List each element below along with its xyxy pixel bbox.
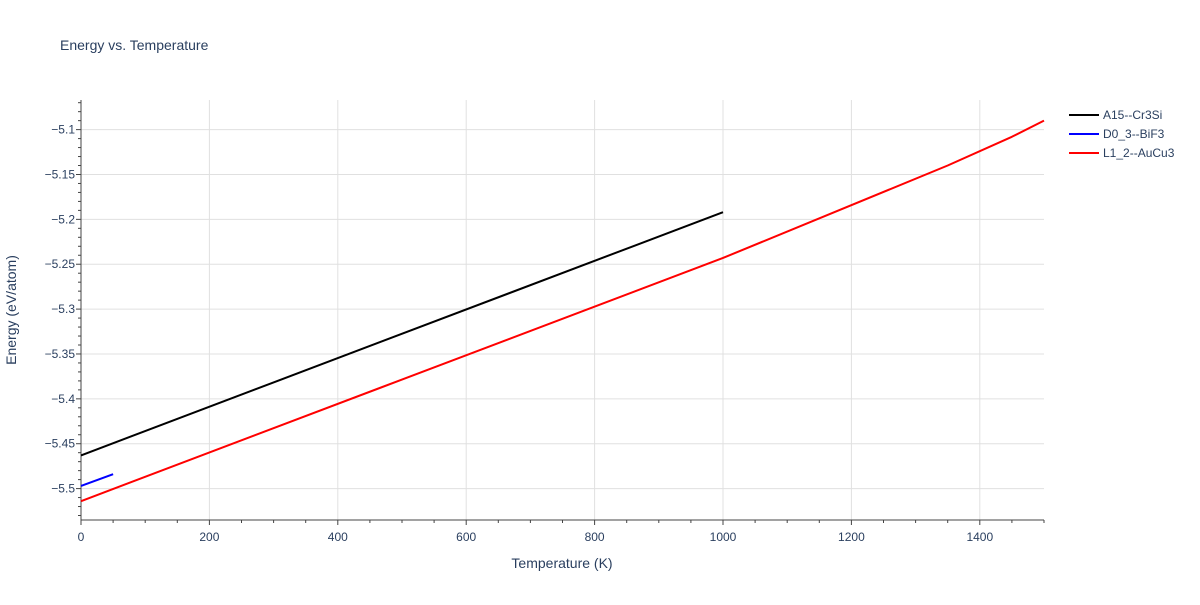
x-tick-label: 600 [456,530,476,544]
series-line-a15-cr3si [80,211,724,457]
axes: 0 200 400 600 800 1000 1200 1400 −5.1 −5.15 −5.2 −5… [45,100,1045,544]
y-tick-label: −5.1 [51,123,75,137]
y-tick-label: −5.35 [45,347,76,361]
legend-label-a15-cr3si: A15--Cr3Si [1103,108,1162,122]
series-line-l1-2-aucu3 [80,119,1045,503]
x-tick-label: 1000 [710,530,737,544]
series-line-d0-3-bif3 [80,473,114,487]
legend-label-l1-2-aucu3: L1_2--AuCu3 [1103,146,1175,160]
y-tick-label: −5.15 [45,167,76,181]
y-tick-label: −5.5 [51,482,75,496]
legend-label-d0-3-bif3: D0_3--BiF3 [1103,127,1165,141]
y-tick-label: −5.45 [45,437,76,451]
chart-title: Energy vs. Temperature [60,37,209,53]
y-tick-label: −5.3 [51,302,75,316]
y-tick-label: −5.4 [51,392,75,406]
legend: A15--Cr3Si D0_3--BiF3 L1_2--AuCu3 [1069,108,1175,160]
y-axis-title: Energy (eV/atom) [3,255,19,365]
series-lines [80,119,1045,503]
x-tick-label: 1400 [966,530,993,544]
x-tick-label: 400 [328,530,348,544]
y-tick-label: −5.25 [45,257,76,271]
x-tick-label: 0 [78,530,85,544]
x-axis-title: Temperature (K) [511,555,612,571]
y-tick-label: −5.2 [51,212,75,226]
x-tick-label: 800 [585,530,605,544]
grid [81,100,1044,520]
x-tick-label: 1200 [838,530,865,544]
x-tick-label: 200 [199,530,219,544]
